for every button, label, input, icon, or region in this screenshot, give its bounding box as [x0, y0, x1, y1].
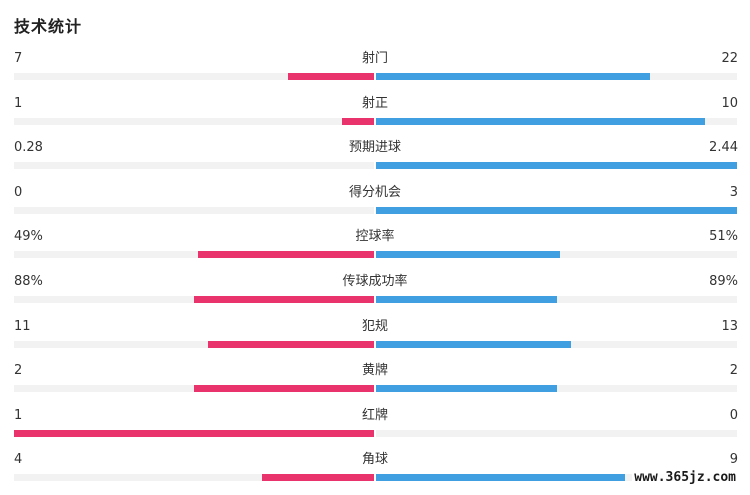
away-bar: [376, 340, 571, 348]
away-bar: [376, 206, 737, 214]
away-bar-track: [376, 385, 737, 393]
away-bar: [376, 162, 737, 170]
away-bar-track: [376, 474, 737, 482]
home-bar: [287, 73, 374, 80]
panel-title: 技术统计: [14, 17, 83, 36]
away-bar: [376, 296, 557, 303]
away-bar-track: [376, 73, 737, 80]
away-bar-track: [376, 340, 737, 348]
stat-label: 传球成功率: [342, 274, 408, 289]
away-bar-track: [376, 251, 737, 259]
home-bar-track: [14, 73, 374, 80]
away-value: 3: [729, 184, 738, 200]
away-bar: [376, 474, 626, 482]
stat-row: 1 红牌 0: [0, 407, 750, 451]
stat-row: 7 射门 22: [0, 50, 750, 94]
away-bar: [376, 251, 561, 259]
home-value: 11: [14, 318, 31, 334]
away-value: 0: [729, 407, 738, 423]
watermark: www.365jz.com: [632, 470, 738, 485]
home-bar-track: [14, 340, 374, 348]
stat-label: 预期进球: [348, 140, 401, 156]
away-bar: [376, 73, 651, 80]
home-value: 88%: [14, 274, 43, 289]
away-value: 13: [721, 318, 738, 334]
home-bar-track: [14, 206, 374, 214]
home-value: 1: [14, 407, 23, 423]
away-value: 2.44: [709, 140, 738, 156]
stat-row: 4 角球 9: [0, 451, 750, 495]
away-value: 9: [729, 452, 738, 468]
away-value: 2: [729, 363, 738, 379]
away-bar-track: [376, 162, 737, 170]
away-value: 89%: [709, 274, 738, 289]
stat-label: 角球: [361, 452, 388, 468]
home-value: 2: [14, 363, 23, 379]
stat-label: 控球率: [355, 229, 395, 245]
away-value: 22: [721, 51, 738, 66]
stat-label: 射门: [361, 51, 388, 66]
away-bar-track: [376, 206, 737, 214]
away-bar: [376, 385, 557, 393]
stat-row: 49% 控球率 51%: [0, 228, 750, 272]
stat-label: 射正: [361, 95, 388, 111]
home-bar-track: [14, 385, 374, 393]
home-value: 49%: [14, 229, 43, 245]
stat-label: 得分机会: [348, 184, 401, 200]
stat-row: 1 射正 10: [0, 95, 750, 139]
away-value: 10: [721, 95, 738, 111]
home-bar-track: [14, 474, 374, 482]
away-value: 51%: [709, 229, 738, 245]
away-bar-track: [376, 117, 737, 125]
away-bar: [376, 117, 705, 125]
home-value: 1: [14, 95, 23, 111]
home-bar: [341, 117, 374, 125]
home-bar: [194, 385, 374, 393]
away-bar-track: [376, 429, 737, 437]
home-value: 7: [14, 51, 23, 66]
home-value: 0: [14, 184, 23, 200]
stat-row: 0 得分机会 3: [0, 184, 750, 228]
home-bar: [262, 474, 374, 482]
stat-label: 红牌: [361, 407, 388, 423]
home-bar-track: [14, 251, 374, 259]
stat-row: 2 黄牌 2: [0, 362, 750, 406]
stat-row: 88% 传球成功率 89%: [0, 273, 750, 317]
stat-row: 11 犯规 13: [0, 318, 750, 362]
home-value: 0.28: [14, 140, 43, 156]
stat-row: 0.28 预期进球 2.44: [0, 139, 750, 183]
home-bar: [208, 340, 374, 348]
home-bar-track: [14, 296, 374, 303]
home-bar-track: [14, 429, 374, 437]
home-bar: [14, 429, 374, 437]
away-bar-track: [376, 296, 737, 303]
home-bar-track: [14, 162, 374, 170]
home-bar-track: [14, 117, 374, 125]
home-bar: [197, 251, 374, 259]
home-bar: [194, 296, 374, 303]
home-value: 4: [14, 452, 23, 468]
stat-label: 黄牌: [361, 363, 388, 379]
stat-label: 犯规: [361, 318, 388, 334]
